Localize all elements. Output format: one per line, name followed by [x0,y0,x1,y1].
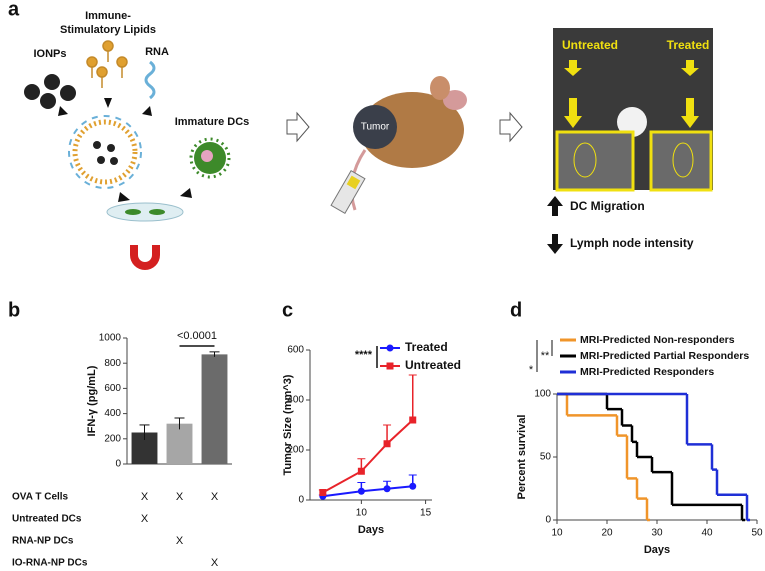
label: Lymph node intensity [570,236,694,250]
label: Stimulatory Lipids [60,24,156,36]
condition-mark: X [211,557,219,569]
label: DC Migration [570,199,645,213]
x-tick-label: 20 [601,528,613,539]
condition-mark: X [141,513,149,525]
condition-mark: X [176,535,184,547]
legend-label: MRI-Predicted Partial Responders [580,350,749,362]
point [357,467,365,475]
panel-letter: a [8,0,20,20]
label: IONPs [33,48,66,60]
panel-letter: c [282,299,293,321]
condition-label: RNA-NP DCs [12,536,74,547]
legend-label: MRI-Predicted Responders [580,366,714,378]
series-line [322,485,413,498]
annotation: <0.0001 [177,330,217,342]
point [409,416,417,424]
label: Tumor [361,122,390,133]
condition-label: IO-RNA-NP DCs [12,558,88,569]
y-tick-label: 200 [104,433,121,444]
y-axis-label: IFN-γ (pg/mL) [86,365,98,436]
x-tick-label: 50 [751,528,763,539]
significance: **** [355,349,373,361]
condition-mark: X [211,491,219,503]
x-tick-label: 30 [651,528,663,539]
x-axis-label: Days [358,524,384,536]
legend-label: Treated [405,340,448,354]
x-tick-label: 10 [551,528,563,539]
y-tick-label: 600 [104,383,121,394]
y-tick-label: 50 [540,452,552,463]
y-tick-label: 1000 [99,333,122,344]
y-tick-label: 800 [104,358,121,369]
significance: * [529,364,534,376]
y-tick-label: 400 [287,395,304,406]
legend-marker [386,344,394,352]
condition-label: Untreated DCs [12,514,82,525]
label: Immune- [85,10,131,22]
label: RNA [145,46,169,58]
point [409,482,417,490]
series-line [322,419,414,494]
point [319,489,327,496]
x-axis-label: Days [644,544,670,556]
condition-mark: X [141,491,149,503]
condition-mark: X [176,491,184,503]
bar [166,423,193,464]
y-axis-label: Percent survival [516,415,528,500]
x-tick-label: 40 [701,528,713,539]
point [357,487,365,495]
y-axis-label: Tumor Size (mm^3) [282,374,294,475]
x-tick-label: 10 [356,508,368,519]
significance: ** [541,350,550,362]
x-tick-label: 15 [420,508,432,519]
bar [201,354,228,464]
y-tick-label: 0 [298,495,304,506]
y-tick-label: 0 [545,515,551,526]
label: Untreated [562,38,618,52]
y-tick-label: 100 [534,389,551,400]
panel-letter: b [8,299,20,321]
panel-a-art [24,28,713,270]
legend-marker [386,362,394,370]
point [383,485,391,493]
label: Treated [667,38,710,52]
legend-label: MRI-Predicted Non-responders [580,334,735,346]
y-tick-label: 400 [104,408,121,419]
y-tick-label: 0 [115,459,121,470]
condition-label: OVA T Cells [12,492,69,503]
label: Immature DCs [175,116,250,128]
point [383,440,391,448]
y-tick-label: 600 [287,345,304,356]
panel-letter: d [510,299,522,321]
legend-label: Untreated [405,358,461,372]
y-tick-label: 200 [287,445,304,456]
